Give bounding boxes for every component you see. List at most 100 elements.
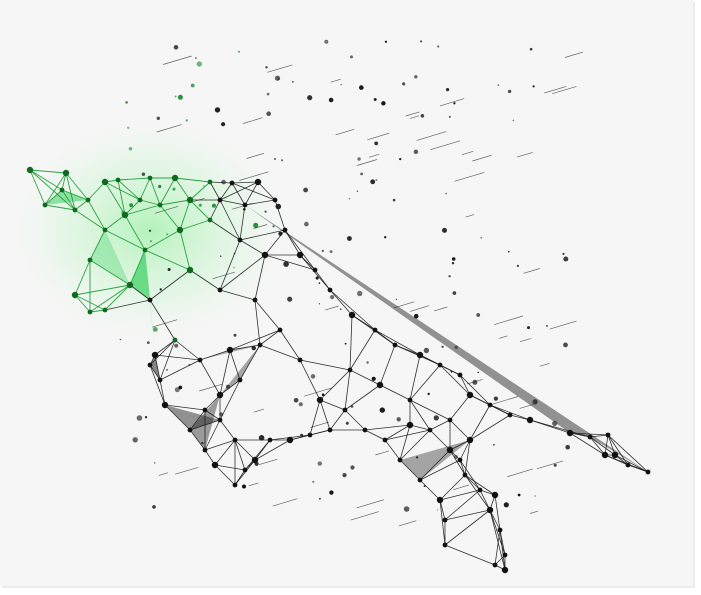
wire-edge [149,269,191,301]
wire-edge [604,434,609,456]
wire-edge [65,172,76,211]
dust-particle [384,236,387,239]
wire-edge [489,509,501,531]
wire-node [237,377,243,383]
wire-node [272,197,278,203]
wire-node [186,266,194,274]
wire-edge [489,404,531,421]
dust-particle [167,268,171,271]
wire-node [566,429,574,437]
wire-node [382,437,388,443]
dust-particle [318,282,321,284]
wire-edge [104,214,126,231]
wire-edge [319,369,351,401]
dust-streak [465,214,475,218]
wire-edge [409,424,431,431]
neck-facet [130,250,150,300]
wire-edge [449,419,471,441]
wire-edge [589,436,606,456]
dust-streak [367,132,390,141]
wire-edge [364,424,411,431]
wire-node [437,362,443,368]
wire-edge [439,364,461,376]
dust-particle [304,221,309,227]
wire-edge [61,189,89,201]
wire-node [137,197,143,203]
dust-streak [158,472,169,476]
dust-particle [340,84,342,86]
dust-particle [565,444,570,450]
wire-node [202,447,208,453]
wire-node [161,401,169,409]
wire-node [261,251,269,259]
dust-particle [508,251,510,253]
wire-edge [614,454,649,473]
dust-particle [321,249,324,253]
wire-edge [409,364,441,401]
shoulder-facet [150,355,160,380]
wire-edge [589,434,609,438]
dust-streak [430,140,461,151]
wire-edge [409,399,451,421]
dust-streak [472,154,492,162]
wire-node [625,462,631,468]
wire-edge [299,254,331,291]
wire-edge [314,269,331,291]
wire-edge [299,359,351,371]
wire-edge [439,489,481,501]
wire-edge [399,459,421,481]
wire-node [491,491,499,499]
wire-node [477,487,483,493]
wire-node [507,412,513,418]
dust-particle [156,116,160,121]
wire-node [416,351,424,359]
wire-node [257,342,263,348]
dust-particle [442,227,447,233]
dust-particle [350,55,353,59]
wire-node [645,469,651,475]
wire-edge [209,199,221,221]
wire-node [172,337,178,343]
wire-edge [494,494,501,531]
wire-edge [459,459,481,491]
dust-particle [141,172,146,176]
wire-node [492,562,498,568]
dust-streak [466,379,483,385]
wire-edge [74,259,91,296]
dust-particle [292,80,294,83]
wire-node [296,251,304,259]
wire-edge [399,429,431,461]
wire-edge [349,329,376,371]
wire-edge [159,339,176,381]
wire-node [102,227,108,233]
wire-edge [439,364,471,396]
wire-edge [449,439,471,451]
dust-particle [277,78,280,81]
dust-particle [437,509,439,511]
dust-streak [552,86,577,95]
dust-particle [370,179,376,185]
wire-edge [264,254,316,271]
wire-edge [87,199,106,231]
wire-node [187,427,193,433]
wire-node [242,202,248,208]
dust-streak [190,197,205,203]
wire-node [436,496,444,504]
dust-streak [398,520,417,527]
wire-edge [219,349,231,396]
dust-particle [152,505,156,509]
wire-node [446,446,454,454]
wire-edge [459,439,471,461]
wire-edge [117,179,141,201]
dust-streak [489,396,519,406]
wire-edge [214,439,236,466]
wire-edge [129,249,146,286]
wire-edge [257,181,276,201]
dust-particle [452,291,457,295]
wire-node [376,381,384,389]
wire-node [202,407,208,413]
wire-node [232,437,238,443]
wire-edge [104,299,151,311]
wire-edge [204,394,221,411]
wire-edge [149,339,176,366]
